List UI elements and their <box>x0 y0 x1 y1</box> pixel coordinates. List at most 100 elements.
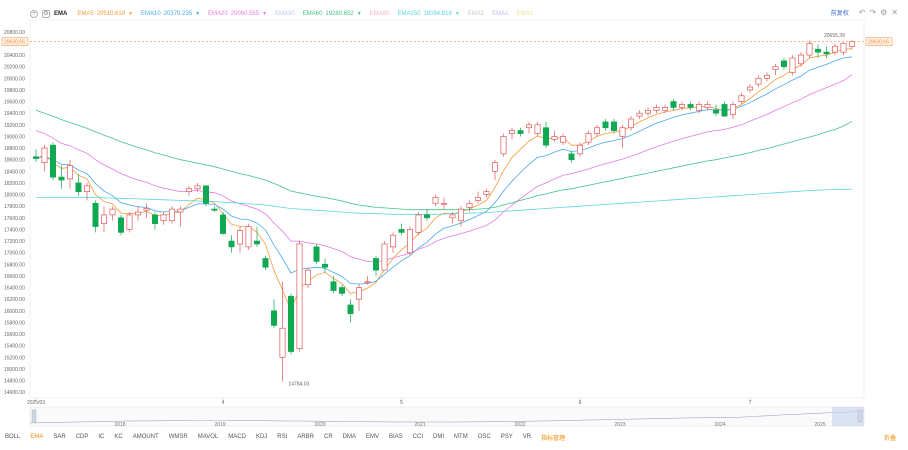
legend-item-ema60-4[interactable]: EMA60 19260.652 ▼ <box>303 11 362 17</box>
candle <box>186 185 192 196</box>
candlestick-chart[interactable]: 20800.0020600.0020400.0020200.0020000.00… <box>0 0 908 430</box>
indicator-tab-20[interactable]: OSC <box>477 434 491 440</box>
candle-body <box>798 54 804 65</box>
candle-body <box>653 107 660 111</box>
candle-body <box>271 310 277 326</box>
candle-body <box>160 214 167 222</box>
candle-body <box>373 258 379 271</box>
candle <box>645 107 651 117</box>
candle <box>517 127 524 137</box>
indicator-tab-11[interactable]: RSI <box>277 434 288 440</box>
overview-year-label: 2018 <box>114 422 125 428</box>
candle-body <box>713 109 719 114</box>
price-tick-label: 20800.00 <box>4 30 25 36</box>
indicator-tab-5[interactable]: KC <box>114 434 123 440</box>
price-tick-label: 17800.00 <box>4 204 25 210</box>
indicator-tab-9[interactable]: MACD <box>228 434 246 440</box>
indicator-name[interactable]: EMA <box>54 11 68 17</box>
legend-value: 18094.818 <box>423 11 452 17</box>
candle-body <box>577 144 583 155</box>
candle-body <box>407 229 413 254</box>
candle <box>33 149 39 163</box>
candle-body <box>585 133 592 143</box>
legend-item-ema5-0[interactable]: EMA5 20510.618 ▼ <box>77 11 133 17</box>
candle-body <box>764 75 770 79</box>
chevron-down-icon: ▼ <box>195 11 201 17</box>
candle-body <box>84 185 90 193</box>
candle-body <box>645 109 651 114</box>
indicator-tab-10[interactable]: KDJ <box>255 434 268 440</box>
candle-body <box>169 208 175 222</box>
price-tick-label: 17000.00 <box>4 251 25 257</box>
candle <box>806 40 813 58</box>
indicator-tab-4[interactable]: IC <box>98 434 105 440</box>
fold-button[interactable]: 折叠 <box>883 435 896 442</box>
restore-rights-button[interactable]: 前复权 <box>830 11 849 17</box>
candle <box>798 52 804 67</box>
candle-body <box>500 136 507 155</box>
legend-label: EMA20 <box>208 11 228 17</box>
legend-value: 20060.555 <box>230 11 260 17</box>
close-icon[interactable]: ✕ <box>891 8 898 17</box>
legend-item-ema30-3[interactable]: EMA30 <box>275 11 295 17</box>
chevron-down-icon: ▼ <box>454 11 460 17</box>
last-price-tag-right: 20630.66 <box>868 40 889 46</box>
candle <box>585 130 592 146</box>
price-tick-label: 18800.00 <box>4 146 25 152</box>
candle-body <box>288 295 294 352</box>
overview-year-label: 2022 <box>514 422 525 428</box>
candle-body <box>313 246 320 262</box>
indicator-tab-12[interactable]: ARBR <box>297 434 314 440</box>
candle-body <box>721 104 728 117</box>
indicator-tab-21[interactable]: PSY <box>500 434 513 440</box>
indicator-tab-14[interactable]: DMA <box>342 434 356 440</box>
legend-item-ema1-7[interactable]: EMA1 <box>468 11 484 17</box>
price-tick-label: 18600.00 <box>4 158 25 164</box>
candle-body <box>628 118 634 129</box>
indicator-tab-16[interactable]: BIAS <box>389 434 403 440</box>
indicator-tab-3[interactable]: CDP <box>75 434 89 440</box>
settings-icon[interactable]: ⚙ <box>42 10 50 18</box>
legend-item-ema90-5[interactable]: EMA90 <box>370 11 390 17</box>
indicator-tab-23[interactable]: 指标管理 <box>541 435 566 442</box>
candle <box>713 104 719 117</box>
candle-body <box>747 86 753 91</box>
indicator-tab-13[interactable]: CR <box>323 434 333 440</box>
indicator-tab-7[interactable]: WMSR <box>168 434 188 440</box>
chevron-down-icon: ▼ <box>262 11 268 17</box>
candle <box>50 142 56 181</box>
candle <box>738 92 745 105</box>
indicator-tab-19[interactable]: MTM <box>454 434 468 440</box>
settings-icon[interactable]: ⚙ <box>880 8 888 17</box>
candle-body <box>203 185 209 204</box>
candle-body <box>492 162 498 172</box>
high-price-label: 20655.39 <box>824 33 845 39</box>
indicator-tab-17[interactable]: CCI <box>412 434 424 440</box>
indicator-tab-6[interactable]: AMOUNT <box>132 434 159 440</box>
price-tick-label: 15400.00 <box>4 344 25 350</box>
candle <box>194 182 201 192</box>
legend-item-ema20-2[interactable]: EMA20 20060.555 ▼ <box>208 11 267 17</box>
indicator-tab-1[interactable]: EMA <box>30 434 44 440</box>
indicator-tab-2[interactable]: SAR <box>53 434 66 440</box>
redo-icon[interactable]: ↷ <box>869 8 877 17</box>
indicator-tab-18[interactable]: DMI <box>433 434 445 440</box>
candle <box>237 226 243 253</box>
legend-item-ema1-8[interactable]: EMA1 <box>492 11 508 17</box>
candle-body <box>364 281 371 284</box>
candle-body <box>220 214 226 234</box>
legend-item-ema1-9[interactable]: EMA1 <box>516 11 532 17</box>
candle <box>747 84 753 93</box>
indicator-tab-15[interactable]: EMV <box>366 434 380 440</box>
legend-item-ema10-1[interactable]: EMA10 20370.235 ▼ <box>141 11 200 17</box>
price-tick-label: 16000.00 <box>4 309 25 315</box>
indicator-tab-8[interactable]: MAVOL <box>197 434 219 440</box>
add-icon[interactable]: + <box>30 10 38 18</box>
chevron-down-icon: ▼ <box>356 11 362 17</box>
legend-label: EMA1 <box>516 11 533 17</box>
candle-body <box>58 176 65 181</box>
legend-item-ema250-6[interactable]: EMA250 18094.818 ▼ <box>397 11 459 17</box>
undo-icon[interactable]: ↶ <box>858 8 866 17</box>
indicator-tab-0[interactable]: BOLL <box>5 434 21 440</box>
indicator-tab-22[interactable]: VR <box>522 434 532 440</box>
